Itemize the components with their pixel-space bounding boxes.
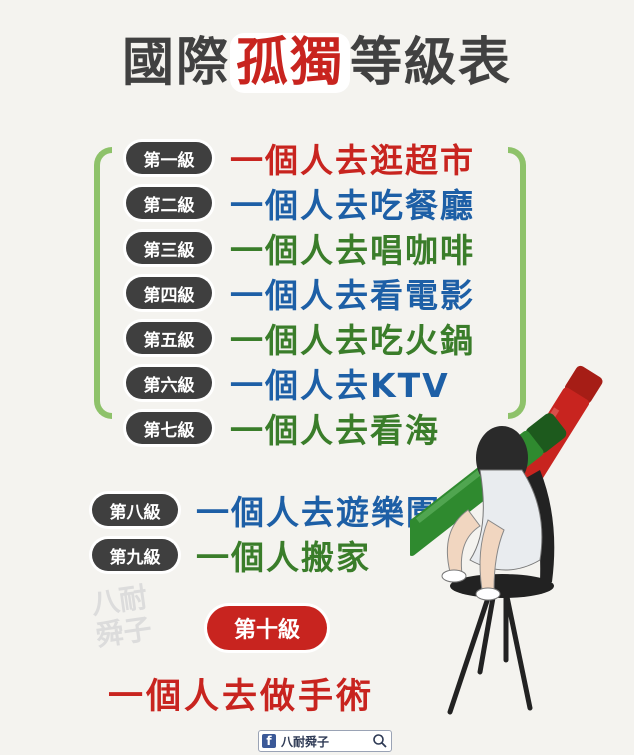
- final-level-text: 一個人去做手術: [108, 677, 375, 717]
- level-badge: 第三級: [126, 232, 212, 264]
- facebook-page-tag[interactable]: f 八耐舜子: [258, 730, 392, 752]
- level-text: 一個人搬家: [196, 538, 371, 577]
- level-badge: 第七級: [126, 412, 212, 444]
- page-title: 國際 孤獨 等級表: [0, 28, 634, 98]
- level-row: 第一級 一個人去逛超市: [126, 138, 475, 180]
- title-part1: 國際: [121, 33, 230, 93]
- level-text: 一個人去看海: [230, 411, 440, 450]
- level-text: 一個人去吃火鍋: [230, 321, 475, 360]
- right-bracket: [508, 147, 526, 419]
- watermark-logo: 八耐 舜子: [78, 580, 167, 660]
- level-text: 一個人去唱咖啡: [230, 231, 475, 270]
- level-badge: 第九級: [92, 539, 178, 571]
- left-bracket: [94, 147, 112, 419]
- level-row: 第七級 一個人去看海: [126, 408, 440, 450]
- facebook-icon: f: [262, 734, 276, 748]
- level-row: 第九級 一個人搬家: [92, 535, 371, 577]
- level-row: 第三級 一個人去唱咖啡: [126, 228, 475, 270]
- level-text: 一個人去遊樂園: [196, 493, 441, 532]
- girl-illustration: [410, 365, 603, 715]
- level-text: 一個人去逛超市: [230, 141, 475, 180]
- final-level-badge: 第十級: [207, 606, 327, 650]
- level-badge: 第八級: [92, 494, 178, 526]
- level-row: 第四級 一個人去看電影: [126, 273, 475, 315]
- page-name: 八耐舜子: [281, 734, 330, 749]
- level-row: 第八級 一個人去遊樂園: [92, 490, 441, 532]
- search-icon: [373, 734, 387, 748]
- level-row: 第五級 一個人去吃火鍋: [126, 318, 475, 360]
- level-badge: 第二級: [126, 187, 212, 219]
- level-badge: 第六級: [126, 367, 212, 399]
- level-text: 一個人去看電影: [230, 276, 475, 315]
- level-text: 一個人去吃餐廳: [230, 186, 475, 225]
- level-badge: 第五級: [126, 322, 212, 354]
- level-row: 第二級 一個人去吃餐廳: [126, 183, 475, 225]
- level-badge: 第一級: [126, 142, 212, 174]
- title-highlight: 孤獨: [229, 33, 350, 93]
- level-text: 一個人去KTV: [230, 366, 450, 405]
- title-part2: 等級表: [350, 33, 513, 93]
- level-row: 第六級 一個人去KTV: [126, 363, 450, 405]
- level-badge: 第四級: [126, 277, 212, 309]
